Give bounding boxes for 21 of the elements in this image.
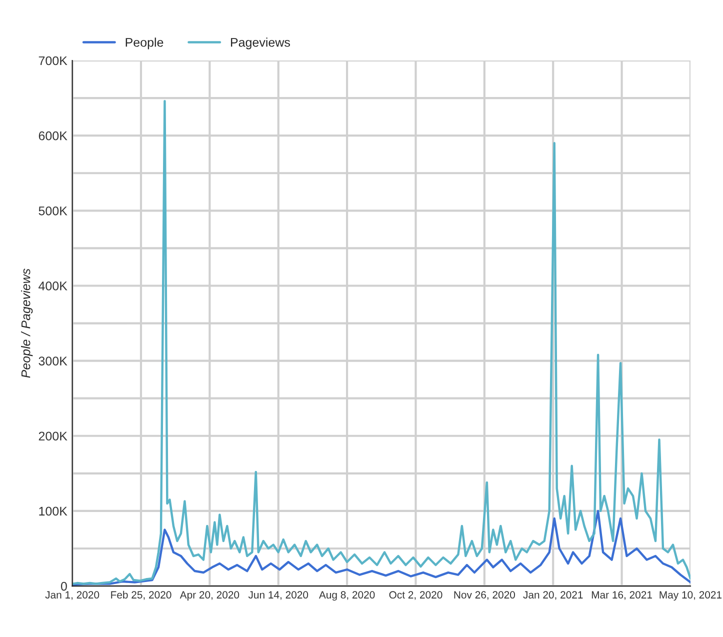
y-tick-label: 500K	[38, 206, 68, 216]
legend-label: People	[126, 38, 164, 50]
legend-label: Pageviews	[230, 38, 290, 50]
x-tick-label: Jan 20, 2021	[523, 591, 583, 600]
x-tick-label: May 10, 2021	[660, 591, 722, 601]
x-tick-label: Nov 26, 2020	[454, 591, 515, 600]
y-tick-label: 600K	[38, 131, 68, 140]
y-tick-label: 200K	[38, 432, 68, 441]
y-axis-title: People / Pageviews	[21, 268, 33, 378]
y-tick-label: 300K	[38, 356, 68, 366]
y-tick-label: 0	[60, 582, 67, 591]
x-tick-label: Jun 14, 2020	[248, 591, 308, 600]
x-tick-label: Oct 2, 2020	[389, 591, 442, 600]
y-tick-label: 100K	[39, 506, 68, 516]
x-tick-label: Jan 1, 2020	[45, 591, 100, 600]
x-tick-label: Mar 16, 2021	[592, 591, 652, 600]
x-tick-label: Apr 20, 2020	[180, 591, 240, 601]
y-tick-label: 400K	[38, 282, 68, 290]
x-tick-label: Aug 8, 2020	[318, 591, 375, 601]
x-tick-label: Feb 25, 2020	[111, 590, 172, 600]
y-tick-label: 700K	[38, 56, 68, 66]
